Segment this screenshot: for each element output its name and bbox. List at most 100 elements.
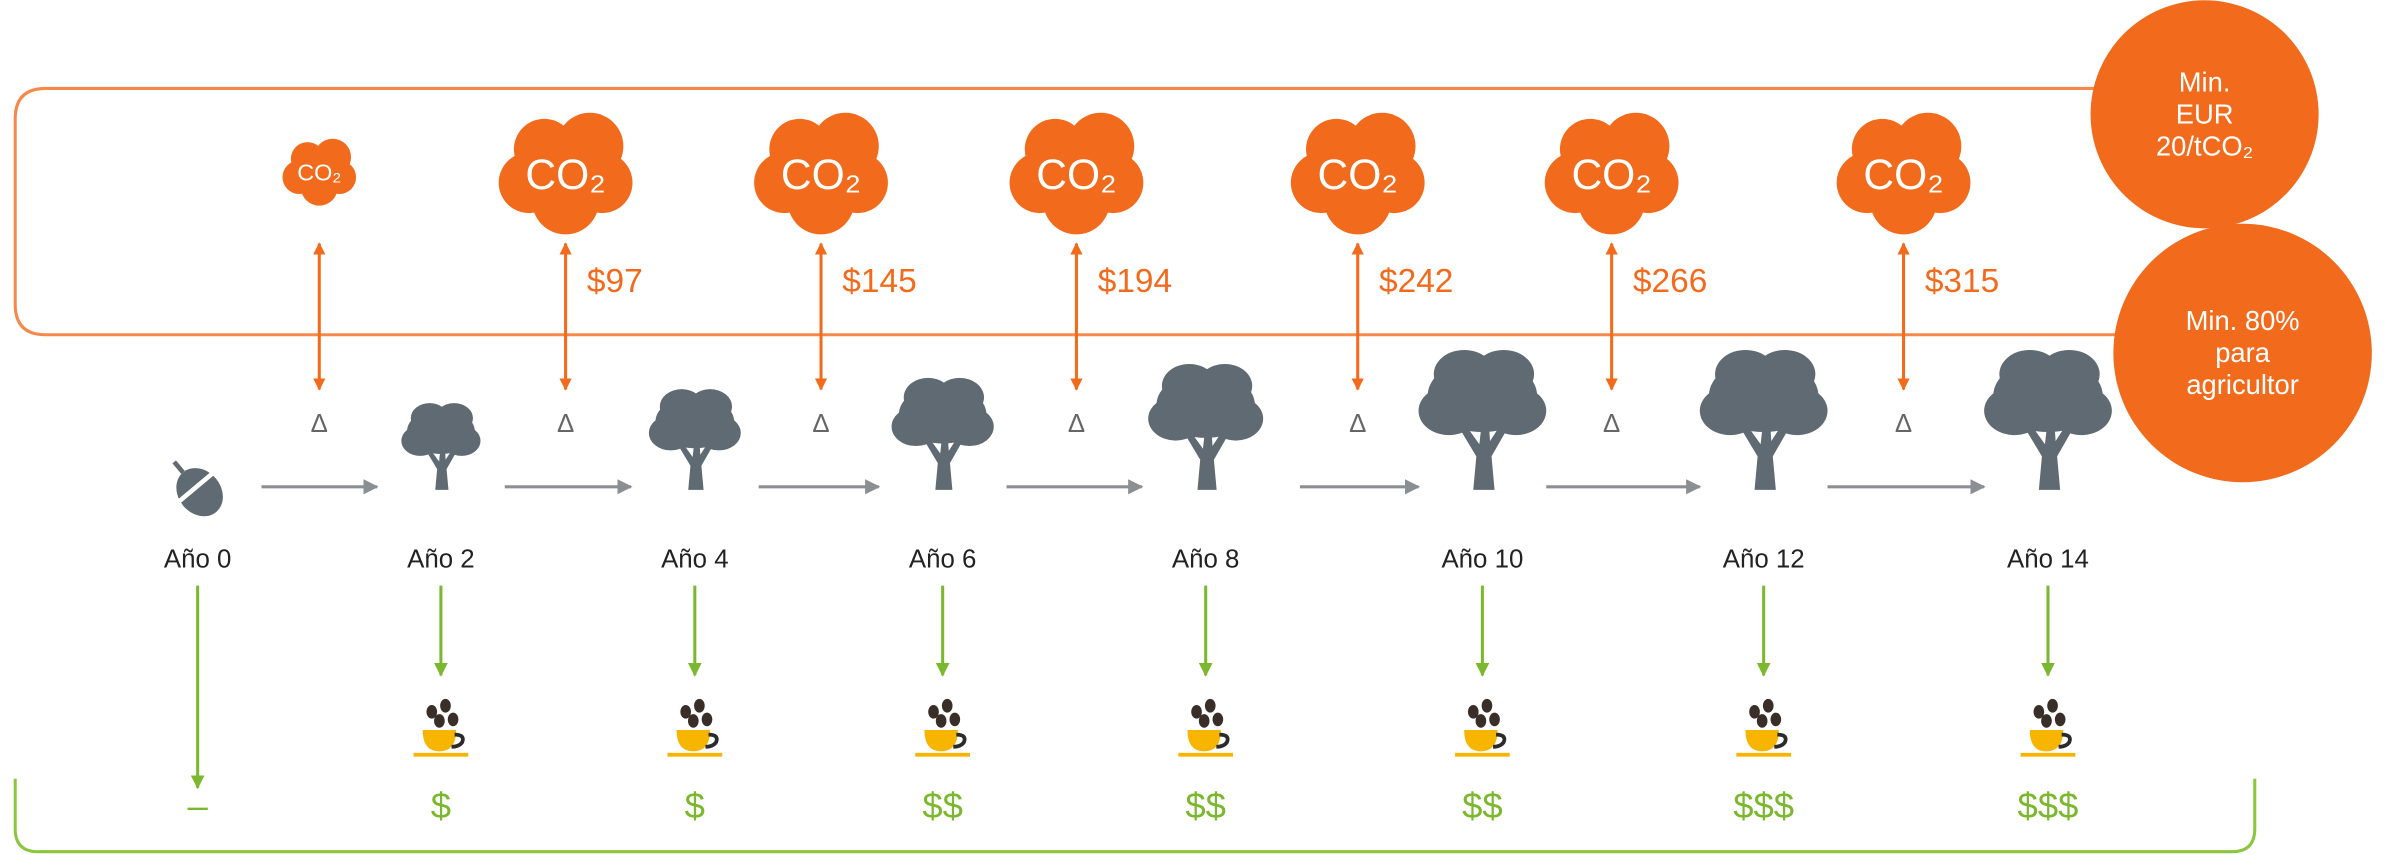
delta-label: Δ [1603,410,1620,438]
tree-canopy [891,407,941,447]
coffee-bean [447,712,459,727]
co2-cloud: CO₂ [282,138,357,206]
badge [2113,223,2372,483]
income-label: – [188,785,209,826]
badge-text: Min. [2179,66,2231,97]
tree-canopy [1754,349,1816,399]
tree-trunk [2023,416,2076,490]
cloud-puff [787,167,855,235]
coffee-bean [1467,704,1479,719]
coffee-cup [676,730,711,752]
tree-canopy [1485,386,1547,436]
coffee-bean [928,704,939,719]
coffee-bean [1762,698,1774,713]
coffee-handle [1774,732,1788,749]
coffee-cup [1464,730,1498,752]
carbon-price: $97 [587,263,643,300]
tree-canopy [2038,349,2100,399]
co2-cloud: CO₂ [1290,112,1425,235]
year-label: Año 4 [661,545,729,573]
tree-canopy [401,425,440,456]
coffee-saucer [413,752,469,757]
tree-canopy [1418,386,1480,436]
coffee-bean [1770,712,1782,727]
delta-label: Δ [1349,410,1366,438]
delta-label: Δ [1068,410,1085,438]
co2-cloud: CO₂ [1544,112,1679,235]
tree-canopy [1766,386,1828,436]
tree-canopy [1197,363,1253,408]
cloud-puff [1870,167,1937,235]
income-label: $$ [1185,785,1226,826]
coffee-saucer [667,752,723,757]
year-label: Año 8 [1172,545,1240,573]
tree-trunk [425,444,458,490]
coffee-cup [924,730,958,752]
tree [1699,349,1828,490]
coffee-saucer [2020,752,2076,757]
tree-canopy [1148,396,1203,441]
coffee-icon [413,698,469,757]
coffee-bean [949,712,961,727]
co2-cloud: CO₂ [1009,112,1144,235]
coffee-saucer [1178,752,1234,757]
badge-text: Min. 80% [2186,305,2300,336]
coffee-bean [701,712,713,727]
acorn-body [176,468,223,517]
tree-canopy [935,377,985,417]
coffee-bean [434,714,445,728]
tree-canopy [945,407,994,447]
tree-canopy [2051,386,2112,436]
coffee-handle [1492,732,1507,749]
coffee-bean [1204,698,1216,713]
coffee-bean [1198,714,1210,728]
coffee-cup [1745,730,1779,752]
cloud-label: CO₂ [525,151,605,199]
income-label: $$ [922,785,963,826]
coffee-icon [1455,698,1510,757]
badge [2090,0,2319,229]
coffee-saucer [915,752,971,757]
year-label: Año 0 [164,545,231,573]
coffee-bean [440,698,451,713]
coffee-cup [422,730,457,752]
coffee-saucer [1736,752,1792,757]
tree [1984,349,2112,490]
coffee-bean [2054,712,2066,727]
carbon-price: $145 [842,263,916,300]
cloud-label: CO₂ [1318,151,1398,199]
coffee-bean [2033,704,2045,719]
tree-canopy [688,389,733,425]
acorn-stem [172,460,185,474]
coffee-icon [1736,698,1792,757]
coffee-bean [941,698,953,713]
income-label: $$ [1462,785,1503,826]
cloud-label: CO₂ [1863,151,1943,199]
carbon-price: $315 [1925,263,1999,300]
coffee-bean [687,714,699,728]
coffee-handle [451,732,465,749]
cloud-puff [532,167,600,235]
cloud-puff [1348,112,1416,180]
income-label: $$$ [2018,785,2079,826]
cloud-puff [1043,167,1110,235]
tree-trunk [1183,424,1231,490]
cloud-puff [556,112,624,180]
cloud-puff [1578,167,1646,235]
tree-trunk [1458,416,1510,490]
coffee-cup [2029,730,2064,752]
cloud-puff [811,112,879,180]
tree-canopy [1984,386,2045,436]
coffee-handle [2058,732,2072,749]
tree-trunk [1739,416,1792,490]
coffee-bean [1212,712,1224,727]
coffee-handle [953,732,967,749]
coffee-bean [2041,714,2052,728]
cloud-puff [1894,112,1962,180]
carbon-frame [13,86,2129,337]
cloud-puff [1602,112,1670,180]
tree-canopy [1473,349,1535,399]
coffee-bean [1749,704,1760,719]
